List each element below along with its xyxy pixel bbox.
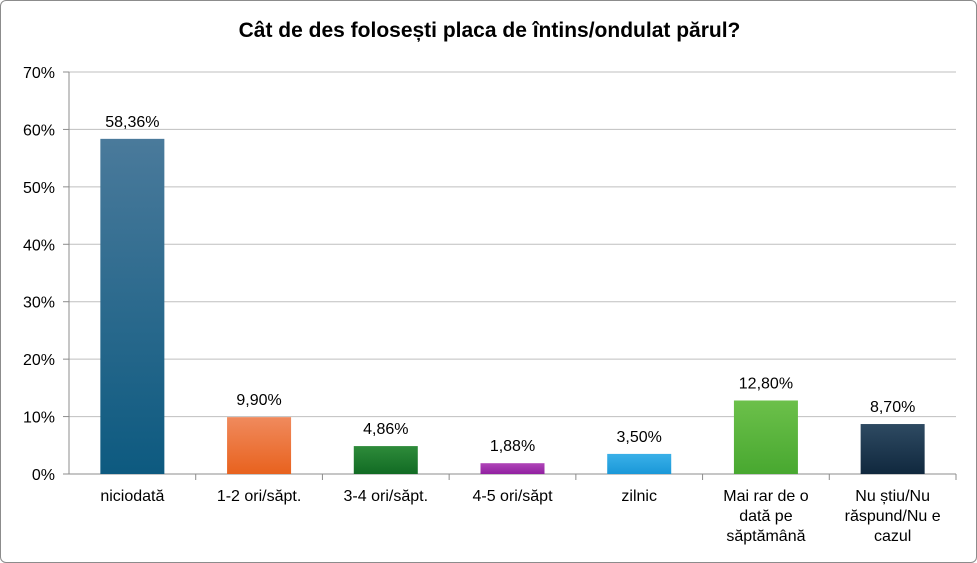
y-tick-label: 10% — [23, 410, 55, 427]
x-tick-label: Mai rar de o dată pe săptămână — [723, 488, 808, 545]
bar — [607, 453, 672, 474]
data-label: 58,36% — [105, 114, 159, 131]
y-tick-label: 70% — [23, 65, 55, 82]
x-tick-label: zilnic — [621, 488, 657, 505]
y-tick-label: 40% — [23, 237, 55, 254]
y-tick-label: 30% — [23, 295, 55, 312]
x-tick-label: 1-2 ori/săpt. — [217, 488, 301, 505]
bar — [227, 417, 292, 474]
y-tick-label: 50% — [23, 180, 55, 197]
bar — [733, 400, 798, 474]
x-tick-label: niciodată — [100, 488, 164, 505]
y-tick-label: 0% — [32, 467, 55, 484]
data-label: 12,80% — [739, 375, 793, 392]
x-tick-label: 3-4 ori/săpt. — [344, 488, 428, 505]
y-tick-label: 60% — [23, 122, 55, 139]
bar — [860, 424, 925, 474]
data-label: 8,70% — [870, 399, 915, 416]
bar — [100, 138, 165, 474]
data-label: 1,88% — [490, 438, 535, 455]
x-tick-label: Nu știu/Nu răspund/Nu e cazul — [845, 488, 941, 545]
bar — [480, 463, 545, 474]
data-label: 9,90% — [236, 392, 281, 409]
x-tick-label: 4-5 ori/săpt — [472, 488, 553, 505]
data-label: 4,86% — [363, 421, 408, 438]
data-label: 3,50% — [617, 429, 662, 446]
y-tick-label: 20% — [23, 352, 55, 369]
bar — [353, 446, 418, 474]
chart-title: Cât de des folosești placa de întins/ond… — [238, 19, 741, 42]
